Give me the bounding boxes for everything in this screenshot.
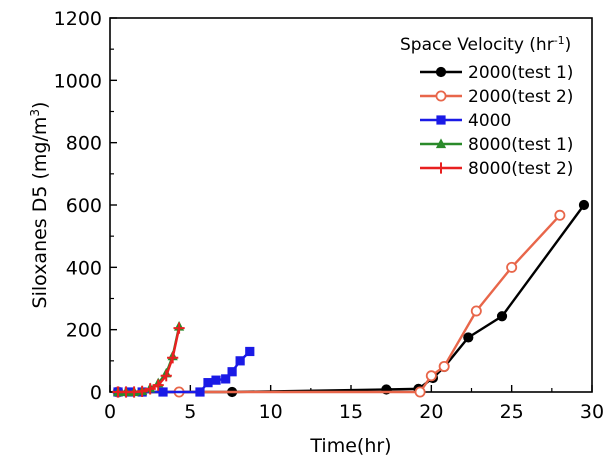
x-axis-title: Time(hr) (309, 435, 391, 457)
data-point (578, 199, 590, 211)
data-point (152, 379, 164, 391)
data-point (245, 346, 255, 357)
data-point (235, 356, 245, 366)
legend-label: 2000(test 1) (468, 63, 573, 83)
data-point (158, 387, 168, 397)
series-layer (112, 199, 590, 398)
x-tick-label: 0 (104, 401, 116, 423)
data-point (167, 352, 179, 364)
data-point (173, 322, 185, 334)
y-axis-title-superscript: 3 (28, 109, 42, 117)
y-tick-label: 1000 (54, 70, 102, 92)
series-line (118, 214, 561, 394)
legend-entry: 8000(test 2) (420, 159, 573, 179)
data-point (414, 386, 426, 398)
axes: 0 5 10 15 20 25 30 0 200 400 600 800 1000 1200 (54, 8, 604, 423)
legend-title: Space Velocity (hr-1) (400, 34, 571, 55)
x-tick-label: 20 (419, 401, 443, 423)
data-point (227, 367, 237, 377)
legend-label: 8000(test 1) (468, 135, 573, 155)
legend-marker (436, 115, 446, 125)
y-tick-label: 1200 (54, 8, 102, 30)
data-point (425, 370, 437, 382)
data-point (211, 375, 221, 385)
data-point (144, 383, 156, 395)
data-point (496, 311, 508, 322)
legend-entry: 2000(test 2) (420, 87, 573, 107)
legend-entry: 8000(test 1) (420, 135, 573, 155)
x-tick-label: 10 (259, 401, 283, 423)
data-point (470, 305, 482, 317)
legend-label: 4000 (468, 111, 511, 131)
y-axis-title-end: ) (29, 102, 51, 109)
data-point (506, 261, 518, 273)
y-tick-label: 0 (90, 382, 102, 404)
data-point (221, 374, 231, 384)
legend-marker (435, 66, 447, 78)
x-tick-label: 5 (184, 401, 196, 423)
y-tick-label: 600 (66, 195, 102, 217)
y-axis-title-main: Siloxanes D5 (mg/m (29, 117, 51, 309)
series-1 (112, 209, 566, 398)
y-tick-label: 400 (66, 257, 102, 279)
data-point (554, 209, 566, 221)
legend-entry: 4000 (420, 111, 511, 131)
legend-marker (435, 90, 447, 102)
data-point (136, 385, 148, 397)
series-line (118, 204, 585, 394)
series-4 (112, 322, 185, 398)
legend-marker (435, 138, 447, 149)
data-point (195, 387, 205, 397)
legend-marker (435, 162, 447, 174)
legend-entry: 2000(test 1) (420, 63, 573, 83)
x-tick-label: 30 (580, 401, 604, 423)
data-point (438, 360, 450, 372)
y-axis-title: Siloxanes D5 (mg/m3) (28, 102, 51, 309)
legend-label: 8000(test 2) (468, 159, 573, 179)
data-point (203, 378, 213, 388)
data-point (160, 370, 172, 382)
y-tick-label: 200 (66, 320, 102, 342)
y-tick-label: 800 (66, 133, 102, 155)
series-0 (112, 199, 590, 398)
data-point (463, 332, 474, 343)
legend: Space Velocity (hr-1) 2000(test 1) 2000(te… (400, 34, 573, 179)
x-tick-label: 25 (500, 401, 524, 423)
legend-label: 2000(test 2) (468, 87, 573, 107)
x-tick-label: 15 (339, 401, 363, 423)
